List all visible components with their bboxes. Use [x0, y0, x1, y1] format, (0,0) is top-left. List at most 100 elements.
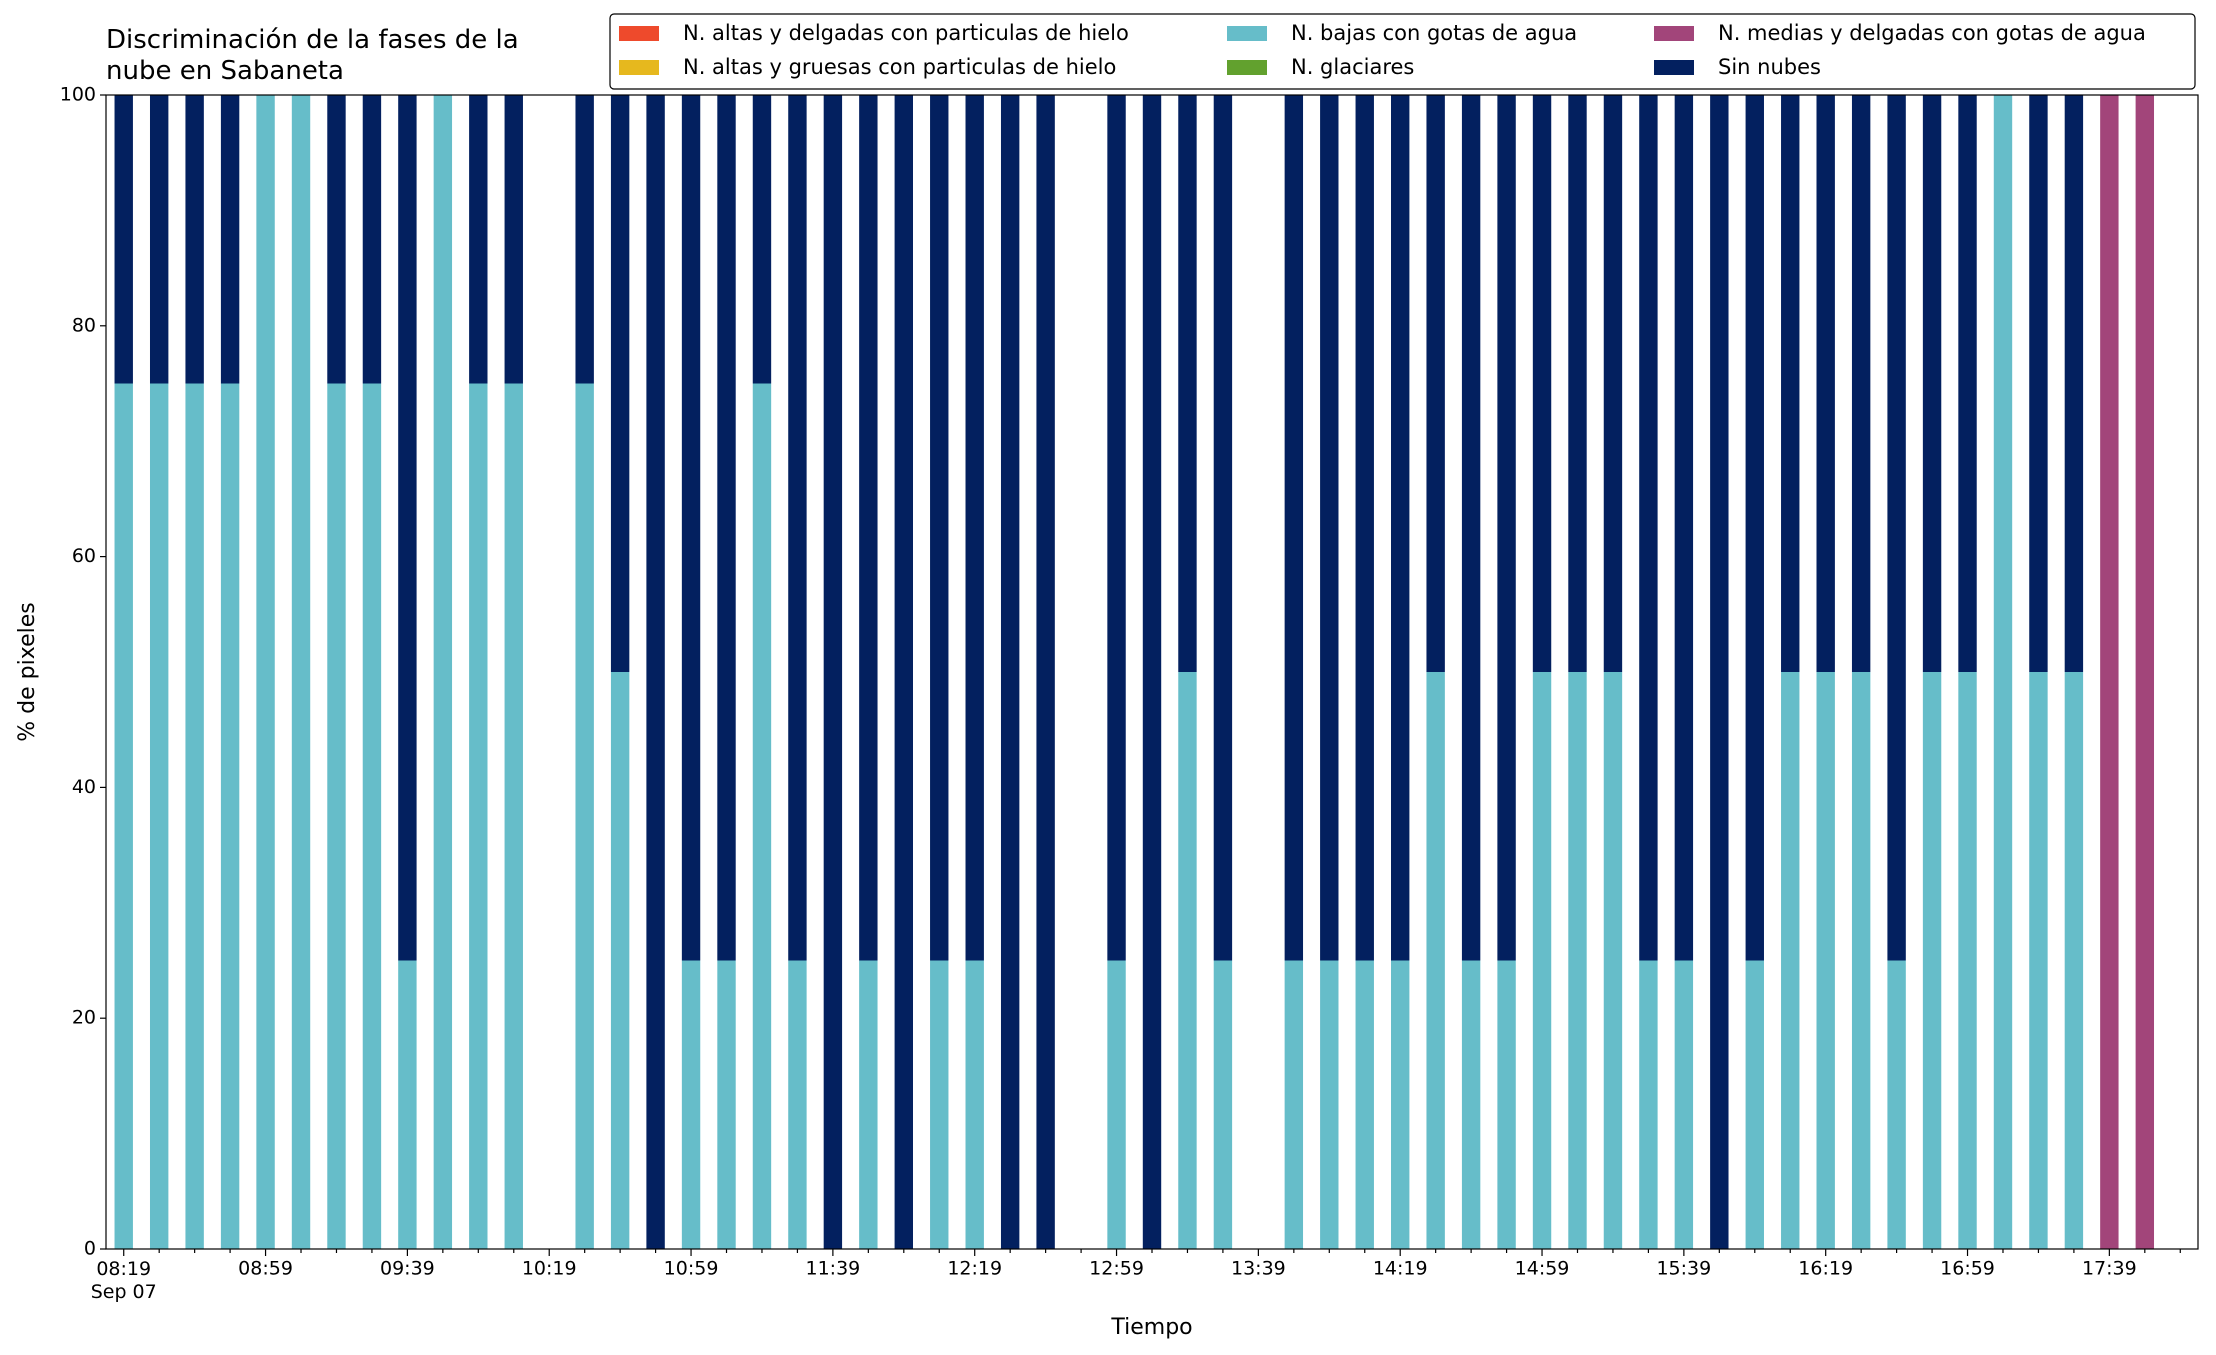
bar-segment [752, 95, 772, 384]
x-tick-label: 16:19 [1798, 1258, 1853, 1280]
bar-segment [1213, 960, 1233, 1249]
y-tick-label: 40 [72, 776, 96, 798]
bar-segment [1745, 960, 1764, 1249]
bar-segment [1426, 672, 1445, 1249]
bar-segment [220, 95, 240, 384]
bar-segment [2064, 95, 2084, 672]
bar-segment [1568, 95, 1587, 672]
bar-segment [859, 95, 878, 961]
bar-segment [362, 95, 382, 384]
bar-segment [1781, 95, 1800, 672]
bar-segment [185, 95, 204, 384]
bar-segment [2135, 95, 2155, 1249]
bar-segment [1284, 95, 1304, 961]
bar-segment [894, 95, 913, 1249]
bar-segment [1993, 95, 2013, 1249]
x-tick-label: 17:39 [2082, 1258, 2137, 1280]
chart-title: Discriminación de la fases de la nube en … [106, 25, 519, 86]
bar-segment [114, 383, 133, 1249]
bar-segment [398, 960, 417, 1249]
x-tick-label: 08:59 [238, 1258, 293, 1280]
legend-frame [609, 13, 2196, 90]
legend-text: N. altas y gruesas con particulas de hie… [683, 55, 1116, 79]
bar-segment [1639, 95, 1658, 961]
legend-text: N. altas y delgadas con particulas de hi… [683, 21, 1129, 45]
y-axis-label: % de pixeles [15, 602, 40, 741]
bar-segment [362, 383, 382, 1249]
bar-segment [788, 95, 807, 961]
bar-segment [1107, 95, 1126, 961]
bar-segment [1781, 672, 1800, 1249]
bar-segment [1213, 95, 1233, 961]
bar-segment [1851, 95, 1871, 672]
y-tick-label: 60 [72, 545, 96, 567]
bar-segment [1461, 95, 1481, 961]
bar-segment [149, 383, 169, 1249]
legend-swatch [1227, 26, 1267, 41]
bar-segment [220, 383, 240, 1249]
bar-segment [1603, 95, 1623, 672]
bar-segment [1887, 95, 1906, 961]
bar-segment [717, 95, 736, 961]
legend-swatch [619, 60, 659, 75]
bar-segment [149, 95, 169, 384]
bar-segment [1461, 960, 1481, 1249]
legend-swatch [619, 26, 659, 41]
bar-segment [1851, 672, 1871, 1249]
bar-segment [610, 672, 630, 1249]
bar-segment [1107, 960, 1126, 1249]
bar-segment [646, 95, 665, 1249]
bar-segment [1000, 95, 1020, 1249]
bar-segment [1532, 672, 1552, 1249]
x-axis-label: Tiempo [1110, 1315, 1192, 1340]
x-tick-label: 10:19 [522, 1258, 577, 1280]
x-tick-label: 14:59 [1515, 1258, 1570, 1280]
bar-segment [965, 95, 984, 961]
bar-segment [504, 383, 523, 1249]
bar-segment [1816, 95, 1835, 672]
bar-segment [1497, 95, 1516, 961]
legend-swatch [1227, 60, 1267, 75]
bar-segment [788, 960, 807, 1249]
y-tick-label: 0 [84, 1238, 96, 1260]
y-tick-label: 80 [72, 314, 96, 336]
bar-segment [965, 960, 984, 1249]
legend-swatch [1654, 26, 1694, 41]
legend-text: N. glaciares [1291, 55, 1414, 79]
bar-segment [752, 383, 772, 1249]
bar-segment [1958, 672, 1977, 1249]
x-tick-label: 13:39 [1231, 1258, 1286, 1280]
x-tick-label: 16:59 [1940, 1258, 1995, 1280]
bar-segment [681, 95, 701, 961]
bar-segment [1710, 95, 1729, 1249]
y-tick-label: 20 [72, 1007, 96, 1029]
bar-segment [1603, 672, 1623, 1249]
bar-segment [1391, 95, 1410, 961]
bar-segment [1922, 95, 1942, 672]
x-tick-label: 15:39 [1656, 1258, 1711, 1280]
bar-segment [610, 95, 630, 672]
x-tick-label: 11:39 [805, 1258, 860, 1280]
plot-frame [105, 94, 2199, 1250]
x-tick-label: 12:59 [1089, 1258, 1144, 1280]
bar-segment [1320, 95, 1339, 961]
bar-segment [291, 95, 311, 1249]
bar-segment [185, 383, 204, 1249]
bar-segment [433, 95, 453, 1249]
x-tick-label: 08:19 Sep 07 [91, 1258, 157, 1303]
bar-segment [575, 95, 594, 384]
bar-segment [1674, 95, 1694, 961]
bar-segment [327, 383, 346, 1249]
bar-segment [930, 960, 949, 1249]
bar-segment [2029, 672, 2048, 1249]
bar-segment [1497, 960, 1516, 1249]
bar-segment [1178, 95, 1197, 672]
bar-segment [1958, 95, 1977, 672]
x-tick-label: 09:39 [380, 1258, 435, 1280]
bar-segment [1284, 960, 1304, 1249]
bar-segment [2100, 95, 2119, 1249]
x-tick-label: 14:19 [1373, 1258, 1428, 1280]
legend-text: Sin nubes [1718, 55, 1821, 79]
bar-segment [398, 95, 417, 961]
bar-segment [504, 95, 523, 384]
